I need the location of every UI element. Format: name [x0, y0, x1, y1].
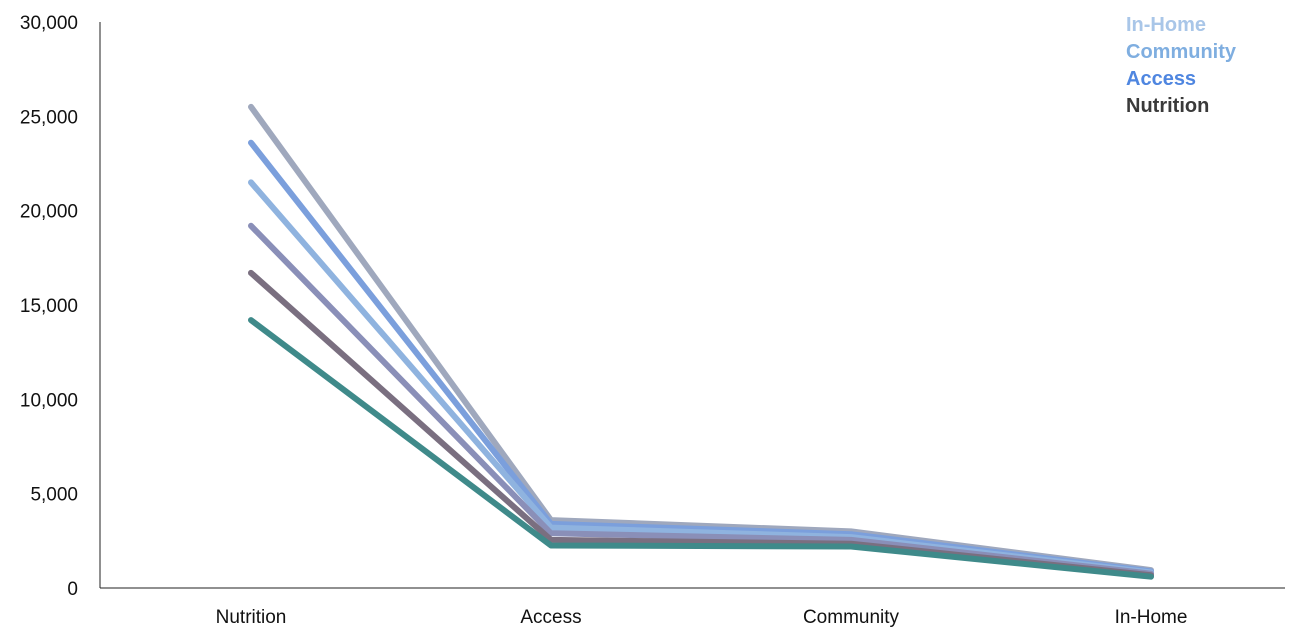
- series-line-3: [248, 222, 1154, 577]
- x-tick-label: Access: [520, 607, 581, 628]
- y-tick-label: 10,000: [20, 390, 78, 411]
- legend-item-3: Nutrition: [1126, 95, 1210, 117]
- y-tick-label: 0: [67, 579, 78, 600]
- chart-legend: In-Home Community Access Nutrition: [1126, 12, 1236, 120]
- chart-series: [248, 103, 1154, 580]
- legend-item-1: Community: [1126, 41, 1236, 63]
- y-tick-label: 30,000: [20, 13, 78, 34]
- x-tick-label: In-Home: [1115, 607, 1188, 628]
- x-tick-label: Community: [803, 607, 900, 628]
- legend-item-2: Access: [1126, 68, 1197, 90]
- series-line-5: [248, 317, 1154, 580]
- y-tick-label: 15,000: [20, 296, 78, 317]
- series-line-2: [248, 179, 1154, 576]
- chart-tick-labels: 0 5,000 10,000 15,000 20,000 25,000 30,000 Nutr…: [20, 13, 1188, 628]
- chart-axes: [99, 22, 1285, 589]
- legend-item-0: In-Home: [1126, 14, 1206, 36]
- y-tick-label: 20,000: [20, 202, 78, 223]
- series-line-1: [248, 139, 1154, 575]
- y-tick-label: 25,000: [20, 107, 78, 128]
- x-tick-label: Nutrition: [216, 607, 287, 628]
- y-tick-label: 5,000: [30, 485, 78, 506]
